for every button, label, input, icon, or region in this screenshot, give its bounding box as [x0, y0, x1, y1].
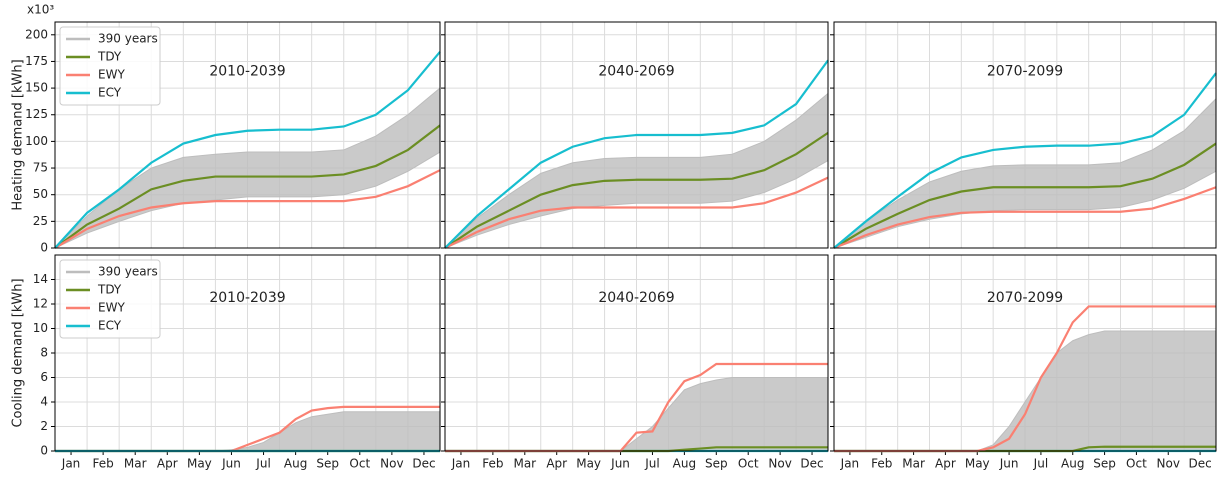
x-tick-label: Dec	[412, 457, 435, 471]
x-tick-label: May	[965, 457, 990, 471]
x-tick-label: Mar	[902, 457, 925, 471]
panel: Jan Feb Mar Apr May Jun Jul Aug Sep Oct Nov Dec 2070…	[830, 254, 1217, 471]
x-tick-label: May	[187, 457, 212, 471]
y-tick-label: 0	[40, 444, 48, 458]
x-tick-label: Apr	[935, 457, 956, 471]
y-tick-label: 10	[33, 321, 48, 335]
x-tick-label: Sep	[1093, 457, 1116, 471]
y-tick-label: 0	[40, 241, 48, 255]
x-tick-label: May	[576, 457, 601, 471]
plot-frame	[833, 254, 1217, 452]
x-tick-label: Nov	[768, 457, 791, 471]
legend-label: TDY	[97, 50, 122, 64]
y-axis-label: Cooling demand [kWh]	[11, 278, 26, 427]
y-axis-label: Heating demand [kWh]	[11, 59, 26, 210]
series-line	[444, 176, 829, 249]
series-line	[444, 131, 829, 249]
y-tick-label: 200	[25, 27, 48, 41]
y-tick-label: 4	[40, 395, 48, 409]
x-tick-label: Dec	[1188, 457, 1211, 471]
legend-label: TDY	[97, 283, 122, 297]
plot-frame	[833, 21, 1217, 249]
legend-label: EWY	[98, 301, 125, 315]
x-tick-label: Mar	[124, 457, 147, 471]
y-tick-label: 12	[33, 297, 48, 311]
x-tick-label: Jan	[840, 457, 860, 471]
panel-title: 2010-2039	[209, 64, 285, 80]
y-tick-label: 75	[33, 161, 48, 175]
panel-title: 2070-2099	[987, 290, 1063, 306]
panel: 0 25 50 75 100 125 150 175 200 2010-2039 Heating d…	[11, 3, 441, 255]
y-tick-label: 14	[33, 272, 48, 286]
panel: 2070-2099	[830, 21, 1217, 250]
y-tick-label: 125	[25, 107, 48, 121]
panel-title: 2040-2069	[598, 290, 674, 306]
x-tick-label: Jul	[1033, 457, 1048, 471]
x-tick-label: Jun	[221, 457, 241, 471]
x-tick-label: Aug	[673, 457, 696, 471]
x-tick-label: Dec	[800, 457, 823, 471]
x-tick-label: Oct	[738, 457, 759, 471]
x-tick-label: Jul	[644, 457, 659, 471]
y-tick-label: 100	[25, 134, 48, 148]
plot-frame	[54, 21, 441, 249]
x-tick-label: Jun	[999, 457, 1019, 471]
series-line	[54, 124, 441, 249]
x-tick-label: Apr	[157, 457, 178, 471]
x-tick-label: Oct	[1126, 457, 1147, 471]
x-tick-label: Aug	[284, 457, 307, 471]
x-tick-label: Jun	[610, 457, 630, 471]
x-tick-label: Oct	[349, 457, 370, 471]
x-tick-label: Mar	[513, 457, 536, 471]
x-tick-label: Sep	[705, 457, 728, 471]
series-line	[54, 169, 441, 249]
x-tick-label: Nov	[1157, 457, 1180, 471]
series-line	[54, 51, 441, 249]
legend-label: ECY	[98, 319, 122, 333]
panel: 2040-2069	[441, 21, 829, 249]
panel: 0 2 4 6 8 10 12 14 Jan Feb Mar Apr May Jun Jul Aug Sep Oc…	[11, 254, 441, 471]
plot-frame	[54, 254, 441, 452]
x-tick-label: Jan	[61, 457, 81, 471]
panel-title: 2070-2099	[987, 64, 1063, 80]
x-tick-label: Apr	[546, 457, 567, 471]
x-tick-label: Jan	[451, 457, 471, 471]
series-line	[444, 59, 829, 249]
plot-frame	[444, 21, 829, 249]
y-tick-label: 8	[40, 346, 48, 360]
panel-title: 2040-2069	[598, 64, 674, 80]
legend-box	[59, 259, 161, 339]
series-line	[833, 186, 1217, 250]
legend-box	[59, 26, 161, 106]
x-tick-label: Feb	[93, 457, 114, 471]
series-line	[833, 142, 1217, 249]
y-tick-label: 175	[25, 54, 48, 68]
legend-label: 390 years	[98, 265, 158, 279]
panel: Jan Feb Mar Apr May Jun Jul Aug Sep Oct Nov Dec 2040…	[441, 254, 829, 471]
x-tick-label: Sep	[316, 457, 339, 471]
x-tick-label: Feb	[482, 457, 503, 471]
x-tick-label: Jul	[255, 457, 270, 471]
y-tick-label: 50	[33, 187, 48, 201]
series-line	[833, 72, 1217, 249]
y-tick-label: 6	[40, 370, 48, 384]
y-tick-label: 2	[40, 419, 48, 433]
legend-label: EWY	[98, 68, 125, 82]
legend-label: 390 years	[98, 32, 158, 46]
x-tick-label: Aug	[1061, 457, 1084, 471]
y-tick-label: 25	[33, 214, 48, 228]
y-tick-label: 150	[25, 81, 48, 95]
x-tick-label: Nov	[380, 457, 403, 471]
legend-label: ECY	[98, 86, 122, 100]
x-tick-label: Feb	[871, 457, 892, 471]
panel-title: 2010-2039	[209, 290, 285, 306]
plot-frame	[444, 254, 829, 452]
y-offset-label: x10³	[27, 3, 54, 17]
